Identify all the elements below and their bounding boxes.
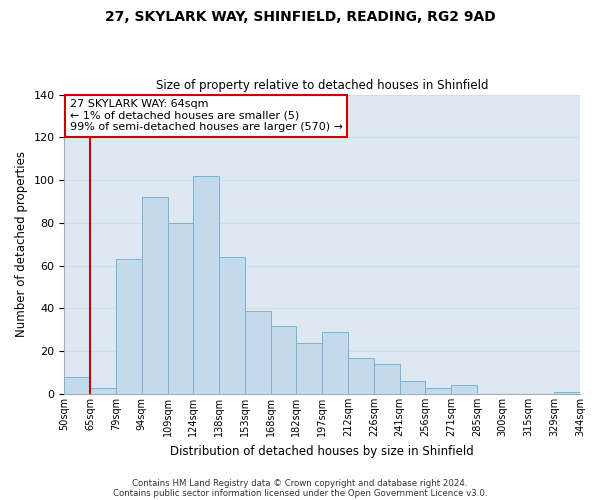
Bar (425, 388, 451, 394)
Bar (245, 310, 271, 394)
Text: 27 SKYLARK WAY: 64sqm
← 1% of detached houses are smaller (5)
99% of semi-detach: 27 SKYLARK WAY: 64sqm ← 1% of detached h… (70, 99, 343, 132)
Bar (193, 176, 219, 394)
Bar (296, 342, 322, 394)
Bar (116, 260, 142, 394)
Bar (167, 223, 193, 394)
Bar (451, 386, 477, 394)
Bar (400, 381, 425, 394)
Text: 27, SKYLARK WAY, SHINFIELD, READING, RG2 9AD: 27, SKYLARK WAY, SHINFIELD, READING, RG2… (104, 10, 496, 24)
Text: Contains public sector information licensed under the Open Government Licence v3: Contains public sector information licen… (113, 488, 487, 498)
Bar (90, 388, 116, 394)
Bar (219, 257, 245, 394)
Y-axis label: Number of detached properties: Number of detached properties (15, 152, 28, 338)
Text: Contains HM Land Registry data © Crown copyright and database right 2024.: Contains HM Land Registry data © Crown c… (132, 478, 468, 488)
X-axis label: Distribution of detached houses by size in Shinfield: Distribution of detached houses by size … (170, 444, 474, 458)
Bar (374, 364, 400, 394)
Title: Size of property relative to detached houses in Shinfield: Size of property relative to detached ho… (156, 79, 488, 92)
Bar (554, 392, 580, 394)
Bar (348, 358, 374, 394)
Bar (322, 332, 348, 394)
Bar (271, 326, 296, 394)
Bar (142, 197, 167, 394)
Bar (64, 377, 90, 394)
